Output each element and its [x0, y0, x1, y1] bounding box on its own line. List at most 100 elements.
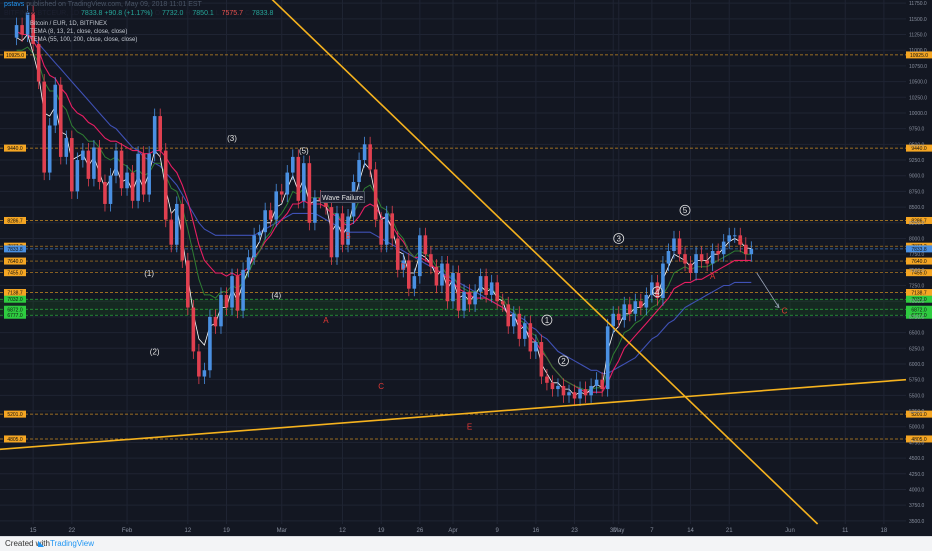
y-tick-label: 11750.0	[909, 1, 927, 7]
right-price-tag	[906, 410, 932, 418]
abc-label: B	[738, 238, 743, 247]
right-price-tag-label: 6777.0	[911, 313, 927, 319]
candle-body	[42, 81, 46, 173]
x-tick-label: 19	[223, 528, 230, 534]
candle-body	[572, 392, 577, 399]
left-price-tag	[4, 295, 26, 303]
wave-label-circle	[541, 314, 553, 326]
right-price-tag-label: 7032.0	[911, 297, 927, 303]
candle-body	[191, 307, 196, 352]
candle-body	[263, 210, 267, 233]
right-price-tag-label: 9440.0	[911, 146, 927, 152]
candle-body	[290, 156, 295, 173]
y-tick-label: 9750.0	[909, 127, 925, 133]
right-price-tag	[906, 435, 932, 443]
left-price-tag-label: 5201.0	[7, 412, 23, 418]
y-tick-label: 11000.0	[909, 48, 927, 54]
left-price-tag-label: 7833.8	[7, 247, 23, 253]
candle-body	[169, 219, 174, 245]
right-price-tag	[906, 51, 932, 59]
last-price: 7833.8	[81, 10, 103, 17]
candle-body	[274, 191, 279, 220]
candle-body	[749, 248, 754, 255]
candle-body	[152, 116, 157, 154]
candle-body	[716, 251, 720, 255]
candle-body	[423, 235, 428, 255]
wave-label: (5)	[299, 147, 309, 156]
candle-body	[418, 235, 422, 277]
wave-label: 1	[545, 316, 550, 325]
wave-label-circle	[613, 233, 625, 244]
candle-body	[583, 389, 588, 396]
y-tick-label: 10000.0	[909, 111, 927, 117]
abc-label: C	[378, 382, 384, 391]
candle-body	[219, 294, 223, 327]
candle-body	[246, 257, 251, 270]
y-tick-label: 10750.0	[909, 64, 927, 70]
left-price-tag	[4, 305, 26, 313]
candle-body	[605, 326, 610, 390]
candle-body	[230, 276, 234, 308]
grid	[0, 0, 906, 524]
trendlines	[0, 0, 907, 525]
candle-body	[567, 392, 571, 396]
wave-label: (4)	[271, 291, 281, 300]
right-price-tag	[906, 144, 932, 152]
wave-label-circle	[558, 355, 569, 367]
candle-body	[141, 153, 146, 195]
candle-body	[379, 219, 383, 245]
candle-body	[622, 304, 627, 321]
y-tick-label: 4000.0	[909, 487, 925, 493]
candle-body	[279, 191, 284, 195]
candle-body	[197, 351, 201, 377]
candle-body	[523, 323, 527, 339]
candle-body	[103, 181, 107, 204]
candle-body	[285, 172, 290, 195]
left-price-tag	[4, 144, 26, 152]
wave-label: 2	[561, 357, 566, 366]
candle-body	[683, 254, 687, 264]
candle-body	[136, 153, 140, 201]
candle-body	[611, 313, 616, 327]
candle-body	[594, 379, 599, 386]
axes: 11750.0 11500.0 11250.0 11000.0 10750.0 10500…	[30, 1, 927, 534]
candle-body	[335, 213, 339, 258]
right-price-tag-label: 7833.8	[911, 247, 927, 253]
tradingview-brand-link[interactable]: TradingView	[50, 539, 95, 548]
x-tick-label: 23	[571, 528, 578, 534]
right-price-tag-label: 7640.0	[911, 259, 927, 265]
candle-body	[390, 213, 395, 239]
candle-body	[445, 263, 450, 302]
candle-body	[86, 150, 91, 179]
right-price-tag-label: 6872.0	[911, 307, 927, 313]
trendline	[0, 378, 907, 451]
x-tick-label: 22	[68, 528, 75, 534]
x-tick-label: 26	[417, 528, 424, 534]
candle-body	[473, 291, 477, 305]
right-price-tag	[906, 257, 932, 265]
y-tick-label: 8000.0	[909, 236, 925, 242]
candle-body	[495, 282, 499, 302]
right-price-tag	[906, 216, 932, 224]
left-price-tag	[4, 216, 26, 224]
candle-body	[346, 216, 350, 245]
candle-body	[699, 254, 704, 261]
left-price-tag-label: 6872.0	[7, 307, 23, 313]
y-tick-label: 10500.0	[909, 80, 927, 86]
right-price-tag	[906, 311, 932, 319]
x-tick-label: 12	[339, 528, 346, 534]
candle-body	[401, 260, 406, 270]
x-tick-label: 19	[378, 528, 385, 534]
candle-body	[528, 323, 533, 352]
author-link[interactable]: pstavs	[4, 1, 25, 8]
candle-body	[561, 385, 566, 396]
created-with-label: Created with	[5, 539, 50, 548]
y-tick-label: 6500.0	[909, 331, 925, 337]
right-price-tag-label: 8286.7	[911, 218, 927, 224]
y-tick-label: 11500.0	[909, 17, 927, 23]
candle-body	[268, 210, 273, 220]
y-tick-label: 9500.0	[909, 142, 925, 148]
candle-body	[434, 266, 439, 286]
